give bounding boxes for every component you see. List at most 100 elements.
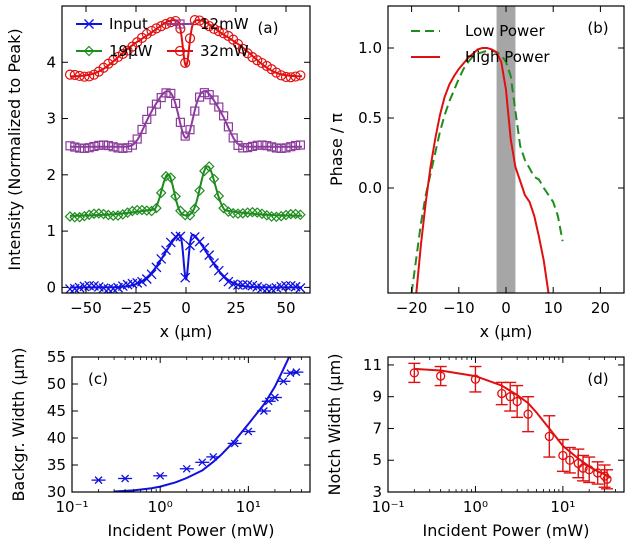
series-line bbox=[70, 165, 302, 217]
data-marker bbox=[204, 250, 215, 261]
data-marker bbox=[108, 142, 118, 152]
y-tick-label: 50 bbox=[47, 375, 66, 393]
data-marker bbox=[151, 202, 162, 214]
data-marker bbox=[113, 143, 123, 153]
data-marker bbox=[213, 190, 225, 202]
data-marker bbox=[280, 71, 292, 83]
y-tick-label: 45 bbox=[47, 402, 66, 420]
data-marker bbox=[271, 143, 281, 153]
plot-area bbox=[408, 362, 614, 490]
fit-line bbox=[414, 367, 611, 479]
data-marker bbox=[65, 141, 75, 151]
data-marker bbox=[180, 272, 191, 283]
x-tick-label: 0 bbox=[181, 299, 191, 317]
data-marker bbox=[84, 143, 94, 153]
data-marker bbox=[281, 280, 291, 291]
data-marker bbox=[127, 140, 137, 150]
data-marker bbox=[295, 70, 306, 81]
data-marker bbox=[137, 276, 147, 287]
legend-label: Input bbox=[109, 15, 148, 33]
data-marker bbox=[65, 284, 75, 293]
data-marker bbox=[213, 265, 224, 276]
data-marker bbox=[280, 209, 292, 221]
data-marker bbox=[223, 276, 234, 287]
legend-item: Input bbox=[76, 15, 148, 33]
data-marker bbox=[83, 209, 95, 221]
data-marker bbox=[512, 396, 522, 407]
data-marker bbox=[146, 25, 157, 37]
data-marker bbox=[84, 19, 94, 29]
data-marker bbox=[204, 20, 215, 32]
y-axis-label: Phase / π bbox=[327, 113, 346, 186]
data-marker bbox=[131, 204, 143, 216]
data-marker bbox=[271, 67, 282, 78]
data-marker bbox=[69, 211, 81, 223]
x-tick-label: 20 bbox=[591, 299, 610, 317]
data-marker bbox=[218, 202, 229, 214]
data-marker bbox=[523, 409, 533, 419]
panel-c: 10⁻¹ 10⁰ 10¹ 30 35 40 45 50 55 Incident Power (mW… bbox=[9, 347, 311, 540]
data-marker bbox=[213, 26, 224, 37]
data-marker bbox=[185, 240, 195, 251]
series-1-line bbox=[415, 47, 550, 293]
data-marker bbox=[175, 19, 185, 29]
plot-area bbox=[410, 6, 564, 293]
data-marker bbox=[271, 211, 282, 223]
legend-item: 32mW bbox=[167, 42, 249, 60]
data-marker bbox=[243, 142, 253, 153]
series-0 bbox=[65, 231, 306, 293]
data-marker bbox=[74, 70, 85, 82]
data-marker bbox=[103, 140, 114, 151]
x-tick-label: 10¹ bbox=[550, 498, 575, 516]
axes-frame bbox=[71, 356, 311, 493]
data-marker bbox=[132, 134, 142, 144]
data-marker bbox=[233, 279, 243, 290]
data-marker bbox=[151, 262, 162, 273]
data-marker bbox=[228, 133, 238, 143]
data-marker bbox=[208, 23, 220, 34]
data-marker bbox=[79, 71, 90, 82]
y-tick-label: 0.0 bbox=[358, 179, 382, 197]
data-marker bbox=[285, 208, 297, 220]
y-tick-label: 4 bbox=[46, 53, 56, 71]
x-tick-label: −10 bbox=[443, 299, 475, 317]
data-marker bbox=[88, 208, 100, 220]
data-marker bbox=[290, 71, 301, 82]
data-marker bbox=[151, 23, 162, 34]
data-marker bbox=[209, 95, 219, 105]
legend-item: Low Power bbox=[411, 22, 545, 40]
data-marker bbox=[565, 455, 575, 465]
x-tick-label: 10 bbox=[544, 299, 563, 317]
data-marker bbox=[117, 209, 129, 220]
data-marker bbox=[79, 143, 90, 153]
x-tick-label: 10⁻¹ bbox=[55, 498, 88, 516]
y-tick-label: 1.0 bbox=[358, 39, 382, 57]
data-marker bbox=[171, 98, 181, 109]
data-marker bbox=[185, 125, 195, 135]
legend-item: 19μW bbox=[76, 42, 153, 60]
legend: Low Power High Power bbox=[411, 22, 550, 66]
data-marker bbox=[203, 161, 215, 172]
y-tick-label: 7 bbox=[372, 419, 382, 437]
legend-item: 12mW bbox=[167, 15, 249, 33]
data-marker bbox=[79, 210, 90, 222]
data-marker bbox=[151, 99, 161, 109]
data-marker bbox=[69, 69, 80, 81]
plot-area bbox=[91, 357, 304, 492]
data-marker bbox=[146, 205, 157, 217]
data-marker bbox=[175, 117, 185, 127]
y-tick-label: 3 bbox=[372, 483, 382, 501]
data-marker bbox=[295, 283, 306, 293]
data-marker bbox=[147, 106, 157, 116]
data-marker bbox=[190, 106, 200, 116]
series-2 bbox=[65, 88, 305, 153]
data-marker bbox=[276, 70, 287, 81]
data-marker bbox=[142, 114, 152, 124]
data-marker bbox=[189, 15, 200, 26]
data-marker bbox=[89, 141, 99, 152]
data-marker bbox=[285, 72, 296, 83]
plot-area bbox=[64, 15, 306, 293]
legend-item: High Power bbox=[411, 48, 550, 66]
series-1 bbox=[64, 161, 306, 223]
data-marker bbox=[295, 140, 305, 150]
